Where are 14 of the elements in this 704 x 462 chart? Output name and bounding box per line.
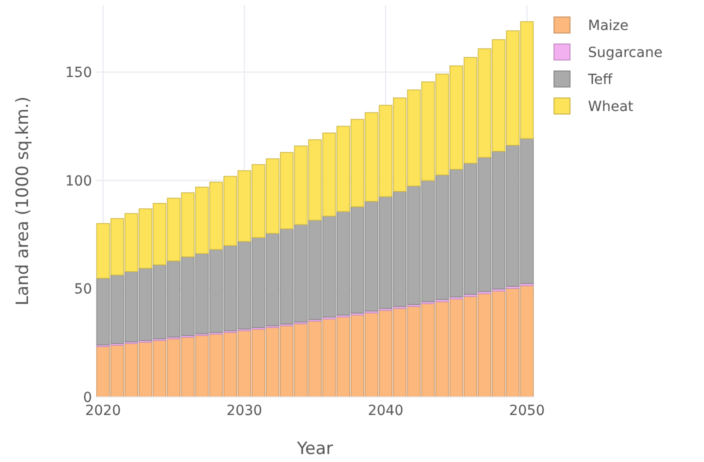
x-tick-label: 2050 (509, 403, 545, 419)
y-tick-label: 100 (65, 173, 92, 190)
x-axis-title: Year (296, 439, 334, 459)
legend-label: Teff (587, 72, 613, 88)
x-tick-label: 2030 (226, 403, 262, 419)
y-tick-label: 150 (65, 65, 92, 82)
y-tick-label: 0 (83, 390, 92, 406)
legend-label: Sugarcane (588, 45, 662, 61)
legend-label: Wheat (588, 99, 634, 115)
legend-label: Maize (588, 18, 629, 34)
y-axis-title: Land area (1000 sq.km.) (13, 96, 33, 306)
x-tick-label: 2020 (85, 403, 121, 419)
x-tick-label: 2040 (368, 403, 404, 419)
y-tick-label: 50 (74, 282, 92, 298)
